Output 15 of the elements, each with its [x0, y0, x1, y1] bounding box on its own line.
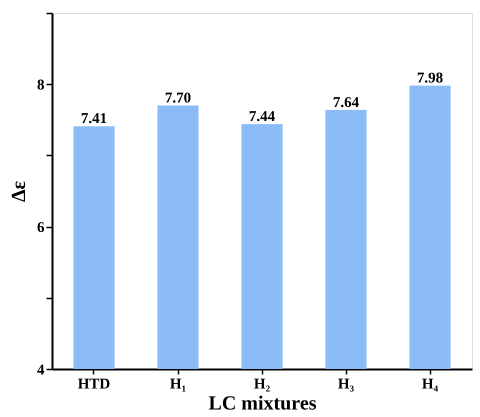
- y-axis-title: Δε: [8, 180, 30, 202]
- data-label: 7.41: [80, 111, 108, 128]
- x-axis-title: LC mixtures: [208, 392, 317, 414]
- data-label: 7.70: [164, 90, 192, 107]
- data-label: 7.44: [248, 109, 276, 126]
- x-tick-label: H₁: [170, 376, 186, 392]
- x-tick-label: H₃: [338, 376, 355, 392]
- data-label: 7.64: [332, 94, 360, 111]
- data-label: 7.98: [416, 70, 444, 87]
- x-tick-label: H₂: [254, 376, 271, 392]
- y-tick-label: 8: [37, 78, 44, 94]
- x-tick-label: HTD: [78, 376, 110, 392]
- y-tick-label: 4: [37, 362, 45, 378]
- x-tick-label: H₄: [422, 376, 439, 392]
- y-tick-label: 6: [37, 220, 45, 236]
